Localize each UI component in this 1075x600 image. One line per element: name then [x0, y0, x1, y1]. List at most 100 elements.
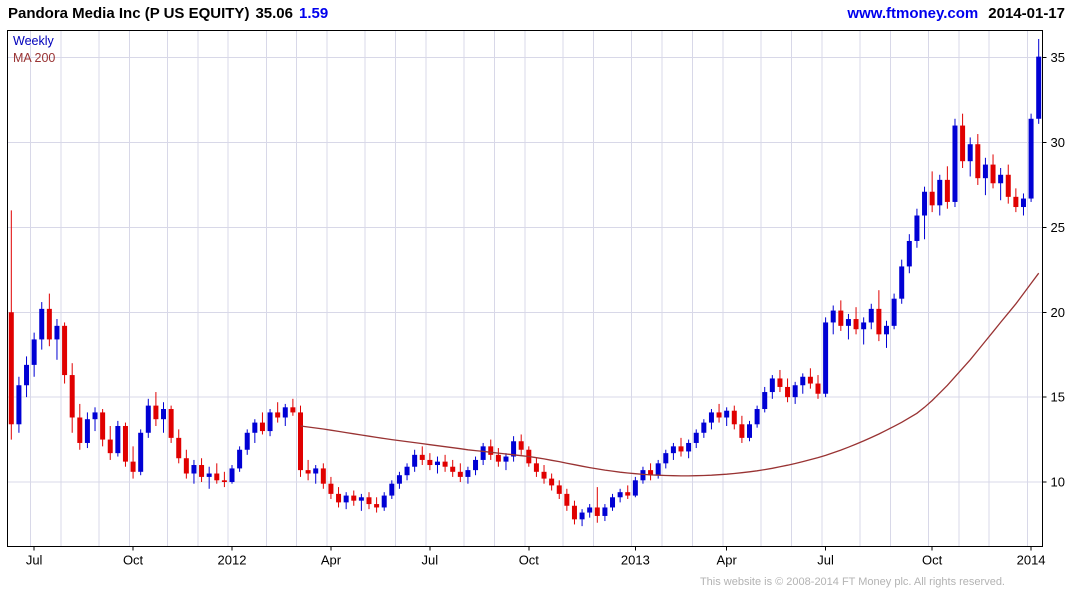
candle [648, 470, 654, 476]
candle [838, 310, 844, 326]
candle [62, 325, 68, 376]
candle [914, 215, 920, 241]
candle [351, 495, 357, 501]
candle [762, 392, 768, 410]
candle [259, 422, 265, 432]
candle [777, 378, 783, 387]
candle [785, 386, 791, 398]
candle [473, 459, 479, 471]
candle [701, 422, 707, 433]
x-axis-label: 2012 [218, 553, 247, 568]
candle [1020, 198, 1026, 208]
candle [122, 425, 128, 462]
candle [518, 441, 524, 450]
chart-date: 2014-01-17 [988, 5, 1065, 22]
candle [419, 454, 425, 460]
candle [564, 493, 570, 506]
candle [199, 465, 205, 477]
candle [571, 505, 577, 520]
candle [16, 385, 22, 425]
title-block: Pandora Media Inc (P US EQUITY) 35.06 1.59 [8, 5, 328, 22]
x-axis-label: Jul [26, 553, 43, 568]
candle [929, 191, 935, 206]
candle [906, 240, 912, 267]
header-right: www.ftmoney.com 2014-01-17 [847, 5, 1065, 22]
candle [708, 412, 714, 423]
candle [404, 466, 410, 476]
candle [640, 470, 646, 481]
candle [617, 492, 623, 498]
candle [693, 432, 699, 443]
candle [450, 466, 456, 472]
candle [336, 493, 342, 503]
candle [533, 463, 539, 472]
chart-header: Pandora Media Inc (P US EQUITY) 35.06 1.59… [8, 5, 1065, 22]
x-axis-label: Jul [422, 553, 439, 568]
candle [632, 480, 638, 496]
candle [84, 419, 90, 443]
candle [495, 454, 501, 462]
candle [465, 470, 471, 477]
plot-frame [7, 30, 1043, 547]
candle [967, 144, 973, 162]
candle [541, 471, 547, 479]
candle [488, 446, 494, 455]
ftmoney-link[interactable]: www.ftmoney.com [847, 5, 979, 22]
candle [739, 424, 745, 438]
candle [686, 442, 692, 452]
candle [998, 174, 1004, 184]
candle [830, 310, 836, 323]
candle [206, 473, 212, 477]
candle [800, 376, 806, 386]
x-axis-label: Oct [922, 553, 943, 568]
candle [724, 410, 730, 418]
candle [602, 507, 608, 516]
candle [343, 495, 349, 503]
candle [655, 463, 661, 476]
candle [297, 412, 303, 471]
candle [556, 485, 562, 494]
candle [275, 412, 281, 418]
x-axis-label: Oct [519, 553, 540, 568]
x-axis-label: Apr [717, 553, 738, 568]
candle [990, 164, 996, 184]
chart-legend: Weekly MA 200 [13, 33, 55, 67]
y-axis-label: 30 [1051, 135, 1065, 150]
candle [549, 478, 555, 486]
last-price: 35.06 [255, 5, 293, 22]
x-axis-label: 2014 [1017, 553, 1046, 568]
candle [792, 385, 798, 398]
candle [138, 432, 144, 472]
candle [8, 312, 14, 425]
candle [754, 409, 760, 425]
candle [320, 468, 326, 484]
candle [39, 308, 45, 340]
y-axis-label: 15 [1051, 390, 1065, 405]
candle [267, 412, 273, 432]
candle [244, 432, 250, 450]
candle [442, 461, 448, 467]
ma-line [300, 272, 1040, 477]
candle [191, 465, 197, 474]
candle [868, 308, 874, 323]
candle [427, 459, 433, 466]
candle [861, 322, 867, 330]
candle [69, 375, 75, 418]
y-axis-label: 20 [1051, 305, 1065, 320]
candle [46, 308, 52, 340]
candle [115, 425, 121, 454]
candle [937, 179, 943, 206]
candle [434, 461, 440, 466]
candle [853, 319, 859, 330]
candle [944, 179, 950, 202]
x-axis-label: Apr [321, 553, 342, 568]
candle [922, 191, 928, 216]
candle [366, 497, 372, 505]
x-axis-label: Jul [817, 553, 834, 568]
candle [214, 473, 220, 481]
candle [1036, 56, 1042, 119]
candle [412, 454, 418, 467]
candle [876, 308, 882, 335]
candle [883, 325, 889, 335]
